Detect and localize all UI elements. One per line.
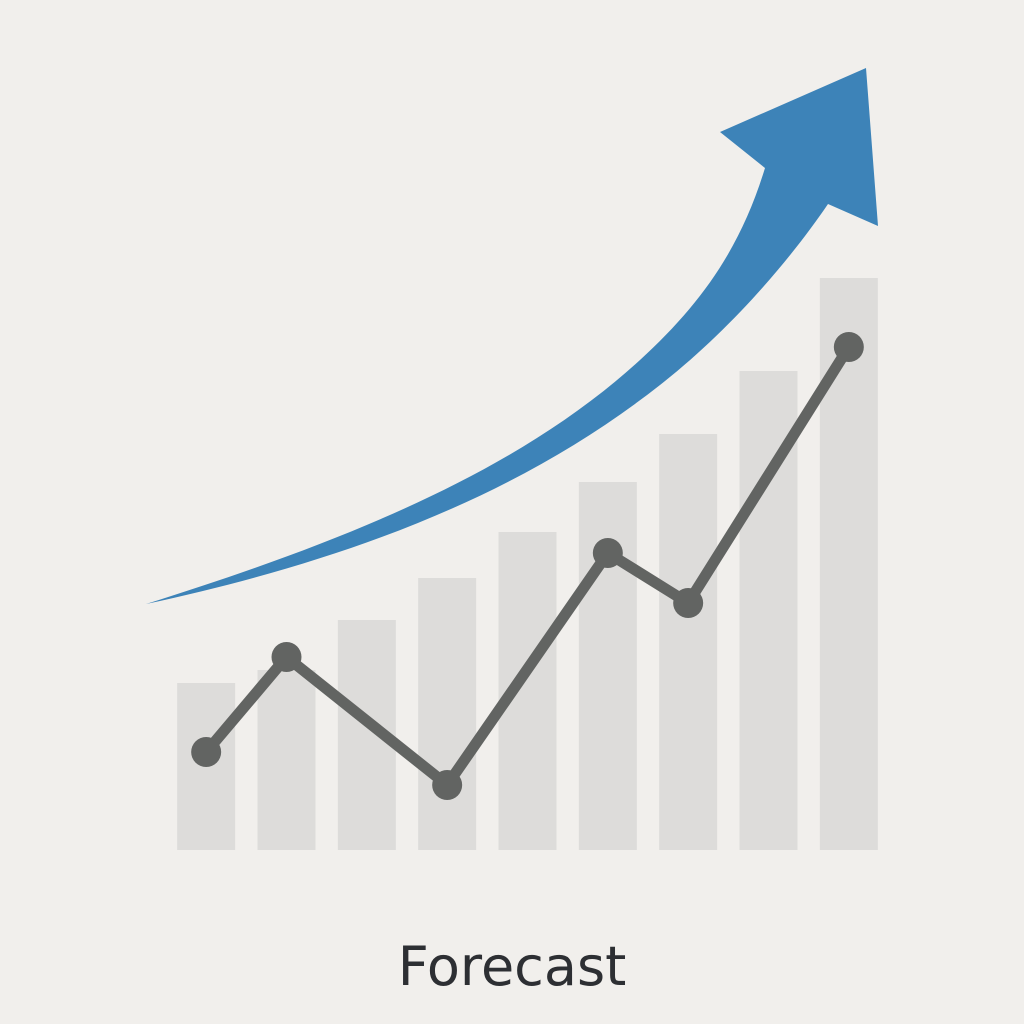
- bar: [659, 434, 718, 850]
- line-point: [432, 770, 463, 800]
- line-point: [271, 642, 302, 672]
- trend-line: [200, 341, 855, 791]
- trend-arrow: [146, 68, 878, 604]
- line-point: [673, 588, 704, 618]
- bar: [819, 278, 878, 850]
- bar: [578, 482, 637, 850]
- bar: [257, 670, 316, 850]
- line-point: [592, 538, 623, 568]
- chart-title: Forecast: [398, 935, 627, 998]
- bars: [177, 278, 878, 850]
- line-point: [191, 737, 222, 767]
- line-point: [833, 332, 864, 362]
- bar: [418, 578, 477, 850]
- line-layer: [191, 332, 864, 800]
